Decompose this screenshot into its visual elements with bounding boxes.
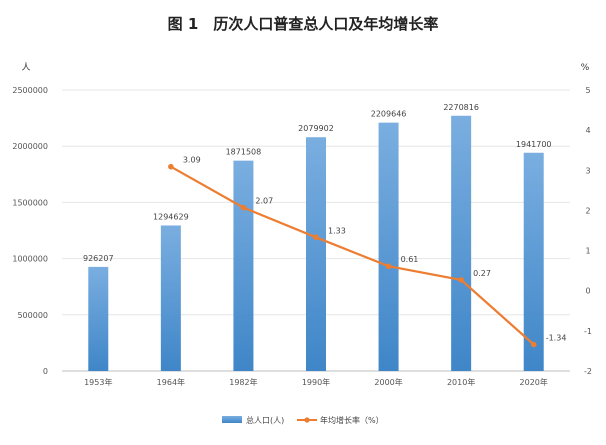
bar — [451, 115, 472, 371]
legend-bar-swatch — [222, 416, 242, 423]
bar-data-label: 1294629 — [153, 212, 189, 221]
right-tick-label: -2 — [584, 367, 592, 376]
line-series — [168, 163, 537, 348]
legend: 总人口(人) 年均增长率（%） — [222, 415, 384, 425]
left-tick-label: 1000000 — [12, 255, 48, 264]
line-point — [240, 204, 247, 211]
bar — [523, 152, 544, 371]
x-tick-label: 1990年 — [302, 377, 330, 387]
bar — [378, 122, 399, 371]
growth-rate-line — [170, 165, 535, 346]
x-tick-label: 2010年 — [447, 377, 475, 387]
line-data-label: -1.34 — [546, 334, 567, 343]
bar-data-label: 926207 — [83, 254, 114, 263]
line-data-label: 0.27 — [473, 269, 491, 278]
left-axis-unit: 人 — [21, 62, 30, 73]
left-axis-ticks: 0 500000 1000000 1500000 2000000 2500000 — [12, 86, 48, 376]
right-axis-ticks: -2 -1 0 1 2 3 4 5 — [584, 86, 592, 376]
line-point — [530, 341, 537, 348]
bar-data-label: 1941700 — [516, 140, 552, 149]
bar-series — [88, 115, 544, 371]
bar-data-label: 2270816 — [443, 103, 479, 112]
chart-title: 图 1 历次人口普查总人口及年均增长率 — [168, 15, 439, 33]
right-axis-unit: % — [581, 63, 590, 73]
right-tick-label: 2 — [585, 206, 590, 215]
x-tick-label: 1964年 — [157, 377, 185, 387]
bar-data-label: 2079902 — [298, 124, 334, 133]
bar — [233, 160, 254, 371]
bar-data-label: 2209646 — [371, 110, 407, 119]
legend-line-marker — [304, 417, 310, 423]
right-tick-label: -1 — [584, 327, 592, 336]
bar — [306, 137, 326, 371]
bar-data-label: 1871508 — [226, 148, 262, 157]
right-tick-label: 0 — [585, 287, 590, 296]
line-data-label: 1.33 — [328, 226, 346, 235]
line-data-label: 2.07 — [255, 197, 273, 206]
bar — [88, 266, 109, 371]
line-point — [385, 263, 392, 270]
legend-line-label: 年均增长率（%） — [320, 415, 384, 425]
bar-data-labels: 926207 1294629 1871508 2079902 2209646 227081… — [83, 103, 552, 263]
line-data-labels: 3.09 2.07 1.33 0.61 0.27 -1.34 — [183, 156, 567, 343]
right-tick-label: 4 — [585, 126, 590, 135]
line-point — [168, 163, 174, 170]
left-tick-label: 2000000 — [12, 142, 48, 151]
x-tick-label: 1953年 — [84, 377, 112, 387]
left-tick-label: 0 — [43, 367, 48, 376]
x-tick-label: 2000年 — [374, 377, 402, 387]
legend-bar-label: 总人口(人) — [246, 415, 284, 425]
right-tick-label: 1 — [585, 247, 590, 256]
left-tick-label: 1500000 — [12, 198, 48, 207]
left-tick-label: 500000 — [17, 311, 48, 320]
line-data-label: 3.09 — [183, 156, 201, 165]
line-point — [313, 234, 319, 241]
x-tick-label: 2020年 — [520, 377, 548, 387]
right-tick-label: 5 — [585, 86, 590, 95]
x-axis-ticks: 1953年 1964年 1982年 1990年 2000年 2010年 2020年 — [84, 377, 548, 387]
line-data-label: 0.61 — [401, 255, 419, 264]
x-tick-label: 1982年 — [229, 377, 257, 387]
bar — [160, 225, 181, 371]
right-tick-label: 3 — [585, 166, 590, 175]
left-tick-label: 2500000 — [12, 86, 48, 95]
line-point — [458, 277, 464, 283]
